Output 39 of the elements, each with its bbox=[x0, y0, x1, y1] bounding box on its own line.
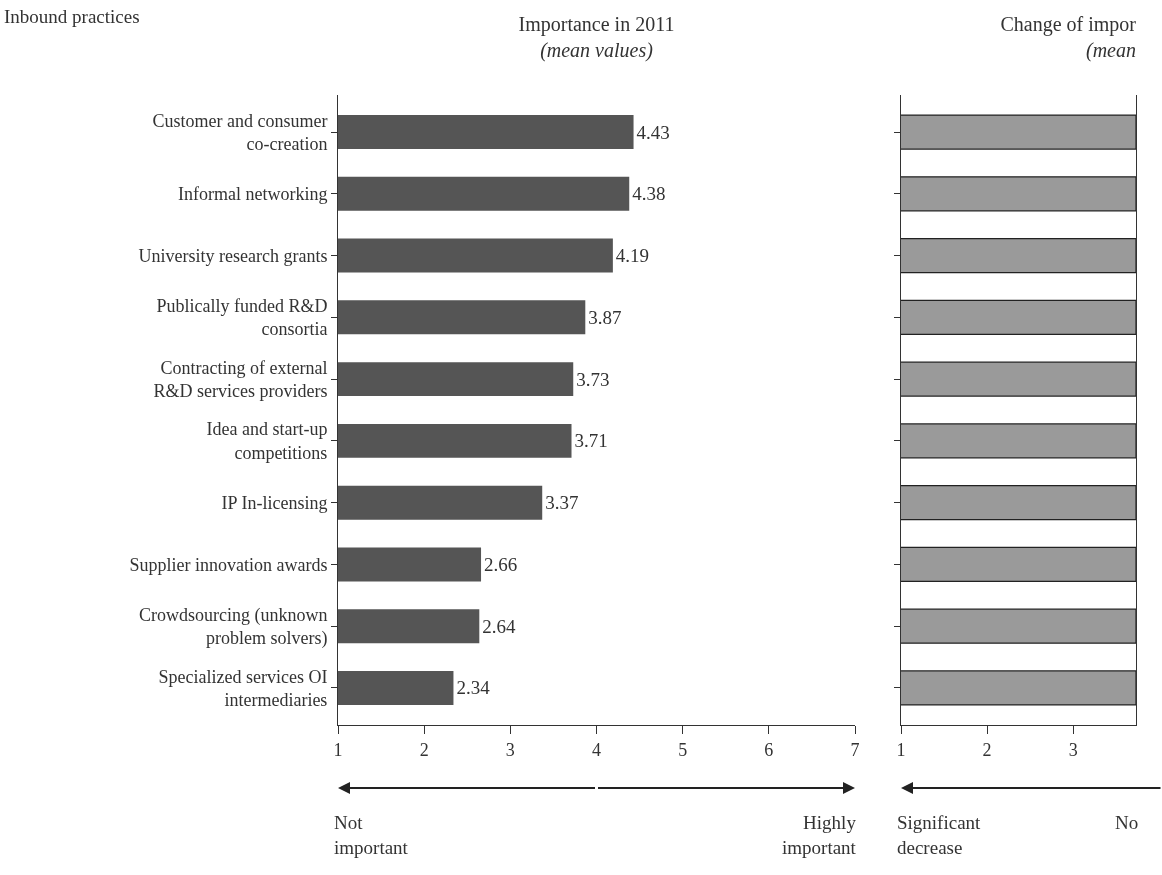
chart-subtitle: (mean bbox=[1086, 38, 1136, 62]
data-label: 3.87 bbox=[588, 306, 622, 328]
y-tick-label: Customer and consumer co-creation bbox=[152, 110, 328, 155]
x-tick-label: 5 bbox=[678, 739, 688, 760]
y-tick-label: University research grants bbox=[138, 245, 328, 266]
text: Highly important bbox=[782, 812, 857, 858]
y-tick-label: Specialized services OI intermediaries bbox=[158, 666, 328, 710]
data-label: 2.66 bbox=[484, 553, 518, 575]
text: Inbound practices bbox=[4, 6, 140, 27]
x-tick-label: 1 bbox=[333, 739, 343, 760]
x-tick-label: 2 bbox=[982, 739, 992, 760]
y-tick-label: Publically funded R&D consortia bbox=[156, 295, 328, 340]
data-label: 4.19 bbox=[615, 245, 650, 267]
y-tick-label: IP In-licensing bbox=[221, 492, 328, 513]
y-tick-label: Contracting of external R&D services providers bbox=[153, 357, 328, 402]
y-tick-label: Informal networking bbox=[177, 184, 328, 205]
text: No bbox=[1115, 812, 1139, 833]
x-tick-label: 7 bbox=[850, 739, 860, 760]
text: Significant decrease bbox=[897, 812, 982, 858]
x-tick-label: 3 bbox=[505, 739, 515, 760]
y-tick-label: Supplier innovation awards bbox=[129, 554, 328, 575]
data-label: 3.71 bbox=[574, 430, 608, 452]
data-label: 4.38 bbox=[632, 183, 666, 205]
text: Not important bbox=[334, 812, 409, 858]
x-tick-label: 6 bbox=[764, 739, 774, 760]
x-tick-label: 1 bbox=[896, 739, 906, 760]
x-tick-label: 4 bbox=[592, 739, 601, 760]
y-tick-label: Crowdsourcing (unknown problem solvers) bbox=[138, 604, 328, 650]
data-label: 2.64 bbox=[482, 615, 517, 637]
chart-title: Change of impor bbox=[1000, 12, 1137, 36]
data-label: 4.43 bbox=[636, 121, 670, 143]
x-tick-label: 2 bbox=[419, 739, 429, 760]
data-label: 3.37 bbox=[545, 492, 579, 514]
chart-subtitle: (mean values) bbox=[540, 38, 654, 62]
x-tick-label: 3 bbox=[1068, 739, 1078, 760]
chart-title: Importance in 2011 bbox=[518, 12, 675, 36]
data-label: 3.73 bbox=[576, 368, 610, 390]
y-tick-label: Idea and start-up competitions bbox=[206, 419, 328, 463]
data-label: 2.34 bbox=[456, 677, 491, 699]
